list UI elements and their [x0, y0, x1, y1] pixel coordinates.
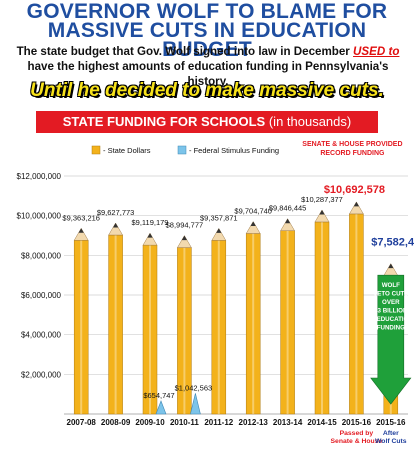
intro-text: The state budget that Gov. Wolf signed i… [8, 44, 408, 89]
state-bar-0-tip [73, 227, 89, 241]
x-note-line-2: Senate & House [331, 438, 383, 445]
y-tick-label: $4,000,000 [21, 331, 62, 340]
punchline: Until he decided to make massive cuts. [30, 80, 384, 101]
federal-bar-shape [155, 400, 167, 415]
state-bar-3-lead [181, 235, 187, 241]
x-note-line-1: Passed by [340, 430, 374, 437]
federal-bar-shape [190, 393, 201, 415]
x-tick-label: 2008-09 [101, 418, 131, 427]
federal-bar-2 [155, 400, 167, 415]
cut-arrow-text: WOLF [382, 282, 400, 289]
chart-bars [73, 201, 399, 415]
state-value-label: $9,846,445 [269, 204, 307, 213]
state-bar-7 [314, 209, 330, 415]
cut-arrow-text: IN EDUCATION [369, 316, 414, 323]
state-value-label: $9,704,740 [234, 207, 272, 216]
state-bar-8-tip [348, 201, 364, 215]
headline-line-1: GOVERNOR WOLF TO BLAME FOR [26, 0, 388, 23]
intro-part-1: The state budget that Gov. Wolf signed i… [16, 45, 354, 58]
state-bar-6-tip [280, 218, 296, 231]
y-tick-label: $8,000,000 [21, 251, 62, 260]
state-bar-5 [245, 221, 261, 415]
x-tick-label: 2009-10 [135, 418, 165, 427]
chart-annotations: SENATE & HOUSE PROVIDED RECORD FUNDING WOL… [302, 141, 414, 405]
cut-arrow-text: $3 BILLION [374, 308, 408, 315]
state-value-label: $9,357,871 [200, 213, 238, 222]
state-bar-3-tip [176, 235, 192, 248]
state-bar-2 [142, 232, 158, 415]
legend-label-state: - State Dollars [103, 146, 151, 155]
banner-sub: (in thousands) [265, 114, 352, 129]
federal-value-label: $1,042,563 [175, 383, 213, 392]
legend-swatch-state [91, 145, 101, 155]
x-tick-label: 2014-15 [307, 418, 337, 427]
x-tick-label: 2015-16 [376, 418, 406, 427]
state-value-label: $9,363,216 [62, 213, 100, 222]
x-tick-label: 2011-12 [204, 418, 233, 427]
y-tick-label: $6,000,000 [21, 291, 62, 300]
state-value-label: $9,627,773 [97, 208, 135, 217]
federal-value-label: $654,747 [143, 391, 174, 400]
chart-title-banner: STATE FUNDING FOR SCHOOLS (in thousands) [36, 111, 378, 133]
state-bar-3 [176, 235, 192, 415]
state-value-label: $9,119,179 [132, 218, 169, 227]
cut-arrow-text: VETO CUTS [373, 291, 408, 298]
state-bar-4 [211, 227, 227, 415]
state-bar-5-lead [250, 221, 256, 227]
x-tick-label: 2015-16 [342, 418, 372, 427]
record-note-line-1: SENATE & HOUSE PROVIDED [302, 141, 402, 148]
y-tick-label: $2,000,000 [21, 370, 62, 379]
state-bar-6 [280, 218, 296, 415]
state-bar-1-lead [113, 223, 119, 228]
banner-main: STATE FUNDING FOR SCHOOLS [62, 114, 266, 129]
state-bar-8-lead [353, 201, 359, 207]
x-tick-label: 2012-13 [239, 418, 269, 427]
cut-arrow [370, 274, 412, 405]
state-bar-9-lead [388, 263, 394, 269]
headline-line-2: MASSIVE CUTS IN EDUCATION BUDGET [47, 19, 367, 61]
state-bar-1 [108, 222, 124, 415]
state-bar-4-lead [216, 228, 222, 233]
x-note-line-2: Wolf Cuts [375, 438, 407, 445]
federal-bar-3 [190, 393, 201, 415]
x-axis: 2007-08 2008-09 2009-10 2010-11 2011-12 2012-… [67, 418, 407, 445]
state-bar-0 [73, 227, 89, 415]
state-bar-8 [348, 201, 364, 415]
x-tick-label: 2007-08 [67, 418, 97, 427]
state-bar-4-tip [211, 227, 227, 241]
cut-arrow-text: OVER [382, 299, 400, 306]
x-tick-label: 2013-14 [273, 418, 303, 427]
state-bar-5-tip [245, 221, 261, 234]
x-tick-label: 2010-11 [170, 418, 199, 427]
y-axis: $2,000,000 $4,000,000 $6,000,000 $8,000,000… [17, 172, 62, 379]
state-bar-2-tip [142, 232, 158, 246]
chart-legend: - State Dollars - Federal Stimulus Fundin… [91, 145, 279, 155]
state-value-label: $10,287,377 [301, 195, 343, 204]
y-tick-label: $10,000,000 [17, 212, 62, 221]
x-note-line-1: After [383, 430, 399, 437]
state-value-label: $10,692,578 [324, 184, 385, 196]
intro-emphasis: USED to [353, 45, 400, 58]
legend-swatch-federal [177, 145, 187, 155]
state-bar-1-tip [108, 222, 124, 236]
state-value-label: $8,994,777 [166, 221, 204, 230]
y-tick-label: $12,000,000 [17, 172, 62, 181]
state-bar-0-lead [78, 228, 84, 233]
legend-label-federal: - Federal Stimulus Funding [189, 146, 279, 155]
state-bar-6-lead [285, 218, 291, 224]
state-bar-2-lead [147, 233, 153, 238]
intro-part-2: have the highest amounts of education fu… [27, 60, 389, 88]
record-note-line-2: RECORD FUNDING [320, 150, 385, 157]
chart-value-labels: $9,363,216$9,627,773$9,119,179$8,994,777… [62, 184, 414, 400]
state-bar-7-tip [314, 209, 330, 223]
cut-arrow-text: FUNDING [377, 325, 405, 332]
state-value-label: $7,582,424 [371, 237, 414, 249]
state-bar-7-lead [319, 209, 325, 215]
